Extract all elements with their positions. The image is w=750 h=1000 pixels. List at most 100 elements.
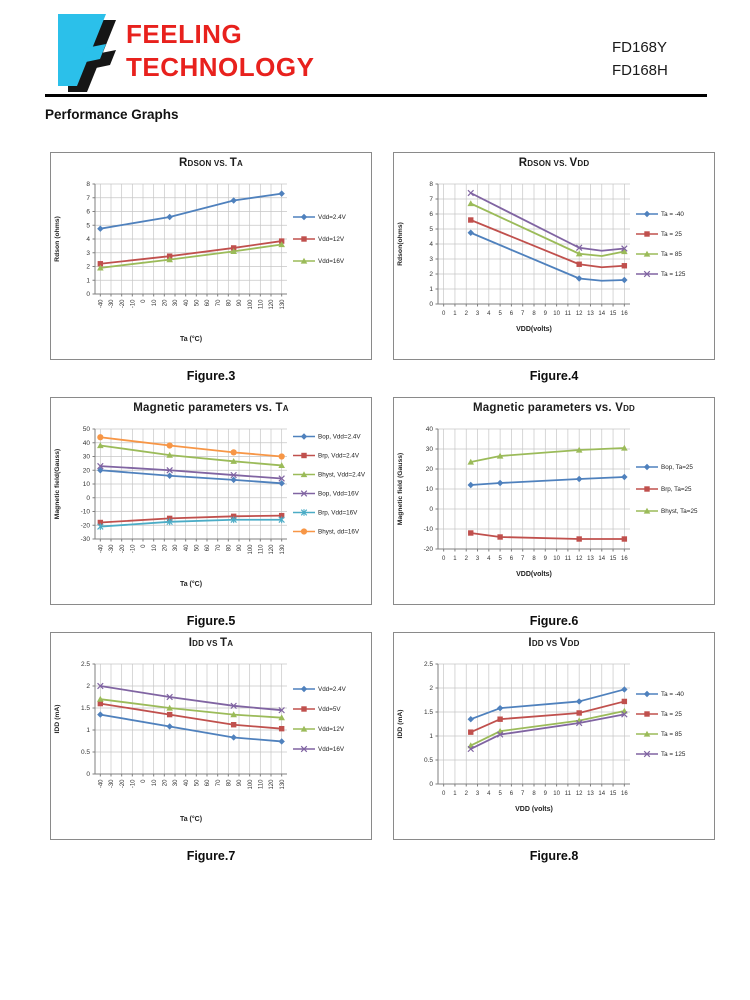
svg-text:130: 130	[280, 544, 286, 555]
svg-text:100: 100	[248, 299, 254, 310]
svg-text:10: 10	[152, 779, 158, 786]
legend-item: Bhyst, Ta=25	[636, 507, 698, 515]
svg-text:2.5: 2.5	[81, 661, 90, 668]
svg-text:0: 0	[86, 771, 90, 778]
svg-text:0: 0	[442, 556, 446, 562]
legend-item: Ta = -40	[636, 210, 684, 218]
svg-text:30: 30	[83, 454, 91, 461]
svg-text:14: 14	[598, 791, 605, 797]
series-Ta_=_125	[467, 711, 628, 753]
svg-text:0: 0	[86, 291, 90, 298]
svg-text:Bhyst, Vdd=2.4V: Bhyst, Vdd=2.4V	[318, 472, 366, 479]
svg-text:2: 2	[465, 791, 469, 797]
chart-frame: Rdson vs. Vdd 0 1 2 3 4 5 6 7 8 0 1 2 3 4 5 6 7 8 9 10 11 12 13…	[393, 152, 715, 360]
chart-title: Idd vs Vdd	[394, 637, 714, 654]
chart-title-segment: V	[559, 637, 568, 649]
legend: Ta = -40 Ta = 25 Ta = 85 Ta = 125	[636, 210, 686, 278]
series-Ta_=_125	[467, 189, 628, 252]
svg-text:15: 15	[610, 791, 617, 797]
svg-text:Ta = -40: Ta = -40	[661, 691, 684, 698]
y-axis-title: IDD (mA)	[397, 709, 404, 738]
series-Vdd=16V	[97, 241, 285, 271]
svg-text:3: 3	[476, 311, 480, 317]
svg-text:Brp, Ta=25: Brp, Ta=25	[661, 486, 692, 493]
svg-text:-40: -40	[99, 779, 105, 788]
svg-text:0: 0	[442, 311, 446, 317]
part-numbers: FD168Y FD168H	[612, 36, 668, 82]
svg-text:4: 4	[86, 236, 90, 243]
svg-text:7: 7	[86, 195, 90, 202]
brand-name: FEELING TECHNOLOGY	[126, 18, 314, 84]
svg-text:130: 130	[280, 779, 286, 790]
legend-item: Vdd=5V	[293, 706, 341, 713]
legend-item: Bop, Vdd=16V	[293, 490, 360, 498]
svg-text:2: 2	[465, 311, 469, 317]
svg-text:-20: -20	[81, 522, 91, 529]
svg-text:7: 7	[429, 196, 433, 203]
svg-text:Vdd=16V: Vdd=16V	[318, 258, 345, 265]
chart-figure-4: Rdson vs. Vdd 0 1 2 3 4 5 6 7 8 0 1 2 3 4 5 6 7 8 9 10 11 12 13…	[393, 152, 715, 383]
chart-title-segment: dd	[623, 404, 636, 413]
svg-text:0: 0	[86, 495, 90, 502]
svg-text:130: 130	[280, 299, 286, 310]
svg-text:40: 40	[184, 299, 190, 306]
svg-text:Bop, Vdd=2.4V: Bop, Vdd=2.4V	[318, 434, 361, 441]
svg-text:5: 5	[498, 311, 502, 317]
y-axis-title: Magnetic field (Gauss)	[397, 453, 404, 526]
svg-text:80: 80	[227, 299, 233, 306]
svg-text:60: 60	[205, 299, 211, 306]
svg-text:90: 90	[237, 779, 243, 786]
svg-text:60: 60	[205, 544, 211, 551]
svg-text:-30: -30	[109, 544, 115, 553]
x-axis-title: Ta (°C)	[180, 335, 202, 343]
svg-text:10: 10	[553, 311, 560, 317]
y-axis-ticks: -30 -20 -10 0 10 20 30 40 50	[81, 426, 91, 543]
svg-text:-40: -40	[99, 299, 105, 308]
svg-text:16: 16	[621, 556, 628, 562]
svg-text:-20: -20	[120, 299, 126, 308]
legend-item: Ta = 85	[636, 250, 682, 258]
svg-text:2: 2	[86, 683, 90, 690]
svg-text:0: 0	[429, 301, 433, 308]
svg-text:8: 8	[532, 791, 536, 797]
logo-shape	[58, 14, 106, 86]
svg-text:0: 0	[429, 781, 433, 788]
svg-text:0: 0	[141, 544, 147, 548]
series-Ta_=_25	[468, 217, 628, 269]
svg-text:Bhyst, dd=16V: Bhyst, dd=16V	[318, 529, 360, 536]
svg-text:1: 1	[429, 286, 433, 293]
svg-text:20: 20	[83, 467, 91, 474]
axes	[435, 183, 630, 307]
y-axis-ticks: -20 -10 0 10 20 30 40	[424, 426, 434, 553]
figure-caption: Figure.6	[529, 614, 579, 628]
y-axis-title: Magnetic field(Gauss)	[54, 449, 61, 520]
svg-text:8: 8	[532, 556, 536, 562]
svg-text:-30: -30	[109, 779, 115, 788]
svg-text:Ta = 125: Ta = 125	[661, 271, 686, 278]
series-Ta_=_25	[468, 698, 628, 735]
legend-item: Ta = 85	[636, 730, 682, 738]
svg-text:20: 20	[163, 299, 169, 306]
chart-title-segment: dd	[192, 639, 205, 648]
series-Brp_Vdd=2.4V	[97, 512, 285, 526]
chart-figure-8: Idd vs Vdd 0 0.5 1 1.5 2 2.5 0 1 2 3 4 5 6 7 8 9 10 11 12 13…	[393, 632, 715, 863]
svg-text:3: 3	[476, 556, 480, 562]
legend-item: Bop, Ta=25	[636, 463, 693, 471]
figure-caption: Figure.7	[186, 849, 236, 863]
chart-figure-3: Rdson vs. Ta 0 1 2 3 4 5 6 7 8 -40 -30 -20 -10 0 10 20 30…	[50, 152, 372, 383]
svg-text:16: 16	[621, 311, 628, 317]
series-Bop_Vdd=2.4V	[97, 467, 285, 487]
svg-text:-10: -10	[81, 509, 91, 516]
figure-caption: Figure.3	[186, 369, 236, 383]
svg-text:7: 7	[521, 556, 525, 562]
part-number-2: FD168H	[612, 62, 668, 79]
svg-text:-20: -20	[120, 779, 126, 788]
chart-title-segment: R	[518, 157, 528, 169]
svg-text:20: 20	[426, 466, 434, 473]
axes	[92, 428, 287, 542]
figure-caption: Figure.8	[529, 849, 579, 863]
svg-text:50: 50	[195, 544, 201, 551]
